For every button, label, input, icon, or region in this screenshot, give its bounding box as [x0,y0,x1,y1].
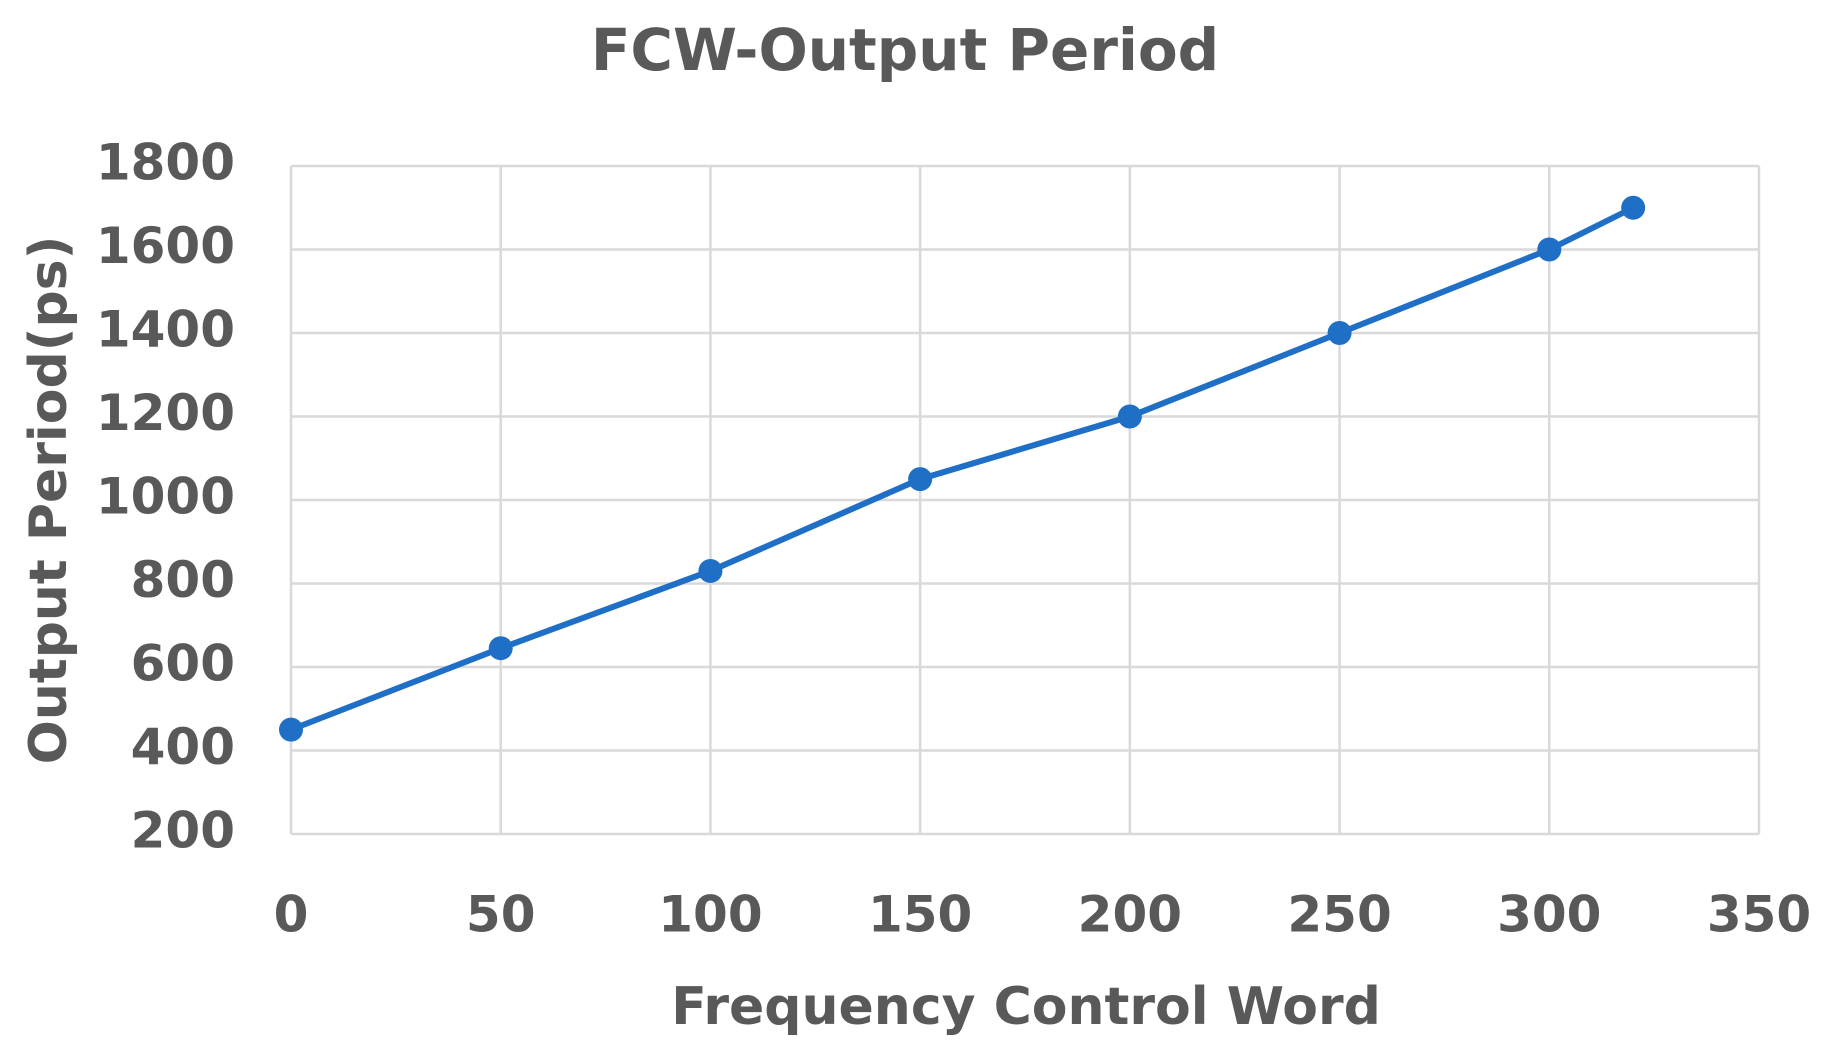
y-axis-label: Output Period(ps) [19,236,79,765]
y-tick-label: 400 [131,718,235,776]
data-point [279,717,303,742]
x-tick-label: 0 [274,886,309,944]
x-tick-label: 150 [868,886,972,944]
data-point [1117,404,1142,429]
y-tick-label: 1800 [96,134,235,192]
data-point [698,558,723,583]
y-tick-label: 1400 [96,301,235,359]
y-tick-label: 800 [131,551,235,609]
chart-title: FCW-Output Period [591,16,1219,84]
x-tick-label: 200 [1078,886,1182,944]
data-point [1537,237,1562,262]
x-tick-label: 50 [466,886,536,944]
data-point [1621,195,1646,220]
y-tick-label: 1000 [96,468,235,526]
data-point [488,636,513,661]
data-point [1327,321,1352,345]
data-line [289,205,1635,733]
x-tick-label: 350 [1707,886,1811,944]
y-tick-label: 600 [131,635,235,693]
x-tick-label: 250 [1287,886,1391,944]
y-tick-label: 200 [131,802,235,860]
data-point [908,467,933,492]
y-tick-label: 1600 [96,217,235,275]
x-axis-label: Frequency Control Word [671,977,1381,1037]
y-tick-label: 1200 [96,384,235,442]
x-tick-label: 100 [658,886,762,944]
x-tick-label: 300 [1497,886,1601,944]
